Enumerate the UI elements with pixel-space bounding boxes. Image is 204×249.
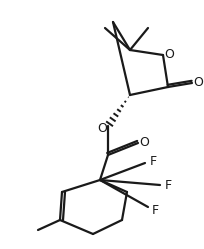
Text: O: O xyxy=(193,75,203,88)
Text: O: O xyxy=(164,48,174,61)
Text: O: O xyxy=(97,122,107,134)
Text: F: F xyxy=(150,154,156,168)
Text: F: F xyxy=(164,179,172,191)
Text: O: O xyxy=(139,135,149,148)
Text: F: F xyxy=(151,203,159,216)
